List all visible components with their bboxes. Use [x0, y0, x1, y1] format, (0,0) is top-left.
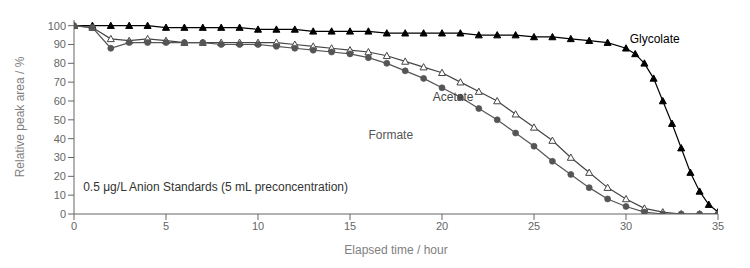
svg-text:Formate: Formate — [368, 128, 413, 142]
svg-text:40: 40 — [54, 133, 66, 145]
svg-text:5: 5 — [163, 220, 169, 232]
svg-text:100: 100 — [48, 20, 66, 32]
svg-text:35: 35 — [712, 220, 724, 232]
svg-text:20: 20 — [54, 170, 66, 182]
svg-text:25: 25 — [528, 220, 540, 232]
svg-text:Elapsed time / hour: Elapsed time / hour — [344, 243, 447, 257]
svg-text:60: 60 — [54, 95, 66, 107]
svg-text:30: 30 — [54, 151, 66, 163]
svg-text:10: 10 — [54, 189, 66, 201]
svg-text:50: 50 — [54, 114, 66, 126]
svg-text:20: 20 — [436, 220, 448, 232]
svg-text:0.5 μg/L Anion Standards (5 mL: 0.5 μg/L Anion Standards (5 mL preconcen… — [83, 180, 348, 194]
svg-text:Relative peak area / %: Relative peak area / % — [13, 56, 27, 177]
svg-text:0: 0 — [60, 208, 66, 220]
svg-text:10: 10 — [252, 220, 264, 232]
svg-text:70: 70 — [54, 76, 66, 88]
svg-text:80: 80 — [54, 57, 66, 69]
svg-text:Acetate: Acetate — [433, 90, 474, 104]
svg-text:90: 90 — [54, 38, 66, 50]
svg-text:30: 30 — [620, 220, 632, 232]
svg-text:0: 0 — [71, 220, 77, 232]
svg-text:15: 15 — [344, 220, 356, 232]
svg-text:Glycolate: Glycolate — [630, 32, 680, 46]
